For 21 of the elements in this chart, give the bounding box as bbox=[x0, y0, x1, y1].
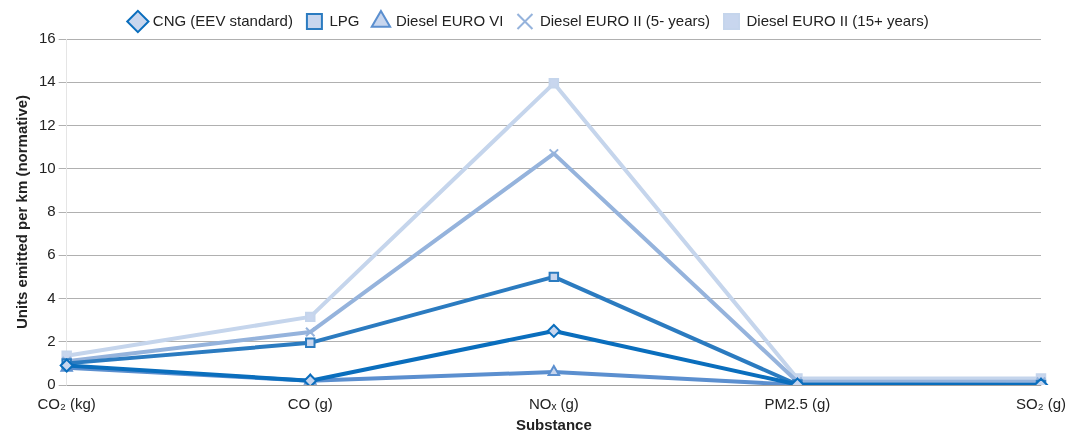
y-tick-label: 4 bbox=[47, 288, 56, 306]
y-tick-label: 10 bbox=[39, 158, 56, 176]
x-tick-label: CO (g) bbox=[287, 395, 333, 413]
legend-label: Diesel EURO VI bbox=[395, 11, 504, 29]
x-tick-label: SO₂ (g) bbox=[1016, 395, 1066, 413]
x-tick-label: NOₓ (g) bbox=[528, 395, 579, 413]
legend-label: LPG bbox=[329, 11, 360, 29]
y-tick-label: 0 bbox=[47, 375, 56, 393]
legend-label: CNG (EEV standard) bbox=[152, 11, 293, 29]
x-axis-title: Substance bbox=[515, 416, 592, 434]
x-tick-label: CO₂ (kg) bbox=[37, 395, 96, 413]
y-tick-label: 6 bbox=[47, 245, 56, 263]
y-tick-label: 16 bbox=[39, 29, 56, 47]
y-axis-title: Units emitted per km (normative) bbox=[13, 94, 31, 330]
y-tick-label: 8 bbox=[47, 202, 56, 220]
y-tick-label: 12 bbox=[39, 115, 56, 133]
legend-label: Diesel EURO II (15+ years) bbox=[746, 11, 929, 29]
y-tick-label: 2 bbox=[47, 331, 56, 349]
y-tick-label: 14 bbox=[39, 72, 56, 90]
x-tick-label: PM2.5 (g) bbox=[764, 395, 831, 413]
legend-label: Diesel EURO II (5- years) bbox=[539, 11, 711, 29]
